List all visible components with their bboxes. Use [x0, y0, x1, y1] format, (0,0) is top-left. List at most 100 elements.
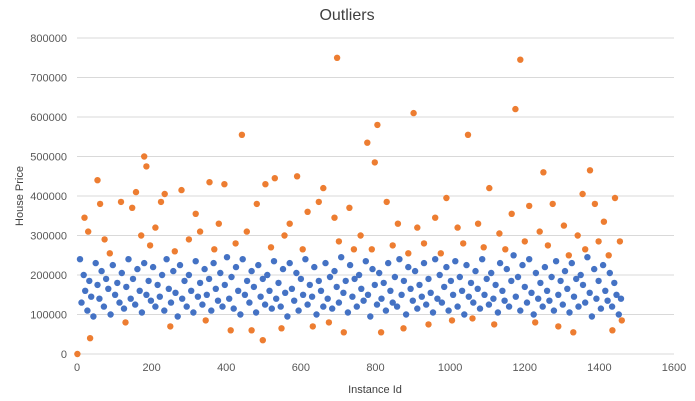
data-point — [496, 230, 503, 237]
data-point — [414, 224, 421, 231]
data-point — [532, 319, 539, 326]
data-point — [346, 204, 353, 211]
data-point — [552, 258, 560, 265]
data-point — [546, 297, 553, 304]
data-point — [521, 283, 528, 291]
data-point — [141, 153, 148, 160]
y-axis-title: House Price — [14, 166, 26, 226]
data-point — [232, 240, 239, 247]
data-point — [389, 242, 396, 249]
data-point — [299, 291, 307, 298]
data-point — [176, 261, 184, 269]
data-point — [349, 293, 356, 300]
data-point — [606, 269, 613, 277]
data-point — [449, 291, 457, 298]
data-point — [315, 198, 322, 206]
data-point — [517, 307, 524, 314]
data-point — [273, 295, 280, 302]
data-point — [502, 246, 509, 253]
data-point — [535, 295, 542, 302]
data-point — [616, 238, 624, 245]
data-point — [611, 194, 619, 202]
data-point — [96, 295, 103, 302]
data-point — [174, 313, 181, 320]
data-point — [282, 289, 289, 296]
data-point — [320, 184, 327, 192]
data-point — [226, 295, 233, 302]
x-tick-label: 200 — [142, 362, 160, 374]
data-point — [398, 291, 405, 298]
data-point — [143, 291, 150, 298]
data-point — [279, 265, 287, 273]
y-tick-label: 700000 — [30, 73, 67, 85]
data-point — [512, 293, 519, 300]
data-point — [217, 269, 224, 277]
data-point — [570, 293, 578, 300]
data-point — [100, 303, 108, 310]
data-point — [508, 210, 515, 217]
data-point — [429, 309, 437, 316]
data-point — [161, 190, 168, 198]
data-point — [278, 325, 285, 332]
data-point — [409, 297, 416, 304]
data-point — [109, 261, 117, 269]
data-point — [183, 303, 190, 310]
data-point — [566, 309, 573, 316]
data-point — [138, 309, 146, 316]
data-point — [190, 309, 197, 316]
data-point — [485, 301, 493, 308]
data-point — [385, 259, 392, 267]
data-point — [505, 303, 513, 310]
data-point — [615, 311, 622, 318]
data-point — [405, 250, 412, 257]
data-point — [472, 267, 479, 275]
data-point — [84, 307, 91, 314]
data-point — [246, 299, 253, 306]
data-point — [179, 295, 186, 302]
data-point — [106, 250, 114, 257]
data-point — [125, 256, 132, 263]
data-point — [488, 269, 495, 277]
data-point — [402, 311, 410, 318]
data-point — [262, 181, 269, 188]
data-point — [617, 295, 625, 302]
data-point — [342, 277, 349, 285]
data-point — [599, 261, 607, 269]
data-point — [238, 131, 246, 138]
data-point — [340, 329, 347, 336]
data-point — [293, 269, 300, 277]
data-point — [367, 313, 374, 320]
data-point — [170, 267, 177, 275]
data-point — [202, 317, 209, 324]
data-point — [416, 281, 423, 289]
data-point — [266, 287, 273, 294]
data-point — [146, 242, 154, 249]
data-point — [414, 305, 421, 312]
data-point — [76, 256, 84, 263]
data-point — [299, 246, 306, 253]
data-point — [291, 297, 298, 304]
data-point — [134, 265, 141, 273]
data-point — [586, 167, 594, 174]
data-point — [508, 277, 515, 285]
data-point — [163, 256, 170, 263]
data-point — [80, 271, 87, 279]
data-point — [82, 287, 89, 294]
data-point — [145, 277, 152, 285]
data-point — [192, 258, 199, 265]
data-point — [322, 259, 329, 267]
data-point — [181, 277, 188, 285]
data-point — [313, 311, 320, 318]
data-point — [295, 307, 302, 314]
data-point — [239, 256, 246, 263]
x-tick-label: 400 — [217, 362, 235, 374]
data-point — [532, 269, 540, 277]
data-point — [152, 224, 159, 231]
data-point — [550, 307, 558, 314]
data-point — [136, 287, 143, 294]
data-point — [591, 265, 598, 273]
data-point — [92, 259, 99, 267]
data-point — [561, 267, 569, 275]
data-point — [476, 305, 484, 312]
data-point — [591, 200, 599, 208]
